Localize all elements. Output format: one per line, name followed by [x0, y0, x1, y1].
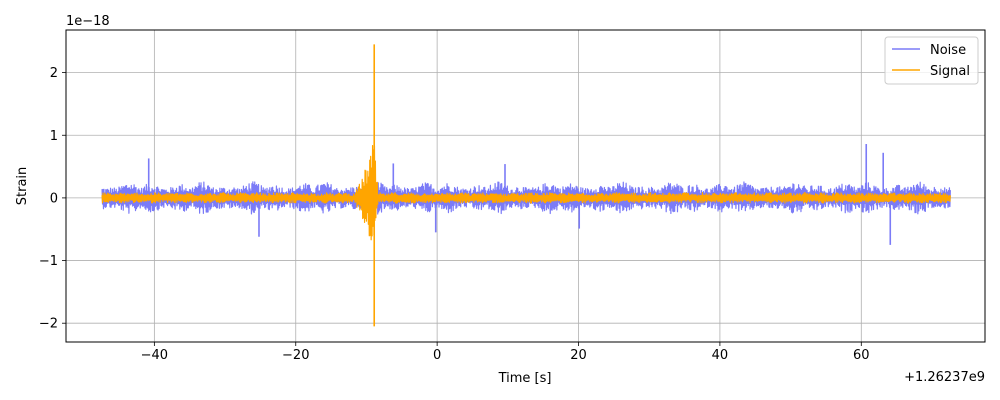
y-tick-label: −2 — [39, 317, 58, 332]
x-tick-label: 40 — [712, 348, 729, 363]
x-tick-label: 60 — [853, 348, 870, 363]
x-tick-label: −20 — [282, 348, 309, 363]
legend-label-signal: Signal — [930, 64, 970, 79]
y-tick-label: 1 — [50, 129, 58, 144]
y-tick-label: −1 — [39, 254, 58, 269]
x-offset-label: +1.26237e9 — [904, 370, 985, 385]
legend: Noise Signal — [884, 36, 979, 85]
y-tick-label: 0 — [50, 191, 58, 206]
x-tick-label: −40 — [141, 348, 168, 363]
legend-label-noise: Noise — [930, 43, 966, 58]
x-tick-label: 20 — [570, 348, 587, 363]
series-noise — [101, 144, 951, 245]
x-tick-label: 0 — [433, 348, 441, 363]
plot-frame — [65, 29, 986, 343]
series-line — [101, 145, 951, 241]
series-line — [101, 181, 951, 215]
y-axis-label: Strain — [15, 167, 30, 206]
y-scale-label: 1e−18 — [66, 14, 110, 29]
y-tick-label: 2 — [50, 66, 58, 81]
series-signal — [101, 44, 951, 327]
plot-series — [101, 44, 951, 327]
x-axis-label: Time [s] — [498, 371, 552, 386]
axis-ticks: −40 −20 0 20 40 60 −2 −1 0 1 2 — [39, 66, 870, 363]
